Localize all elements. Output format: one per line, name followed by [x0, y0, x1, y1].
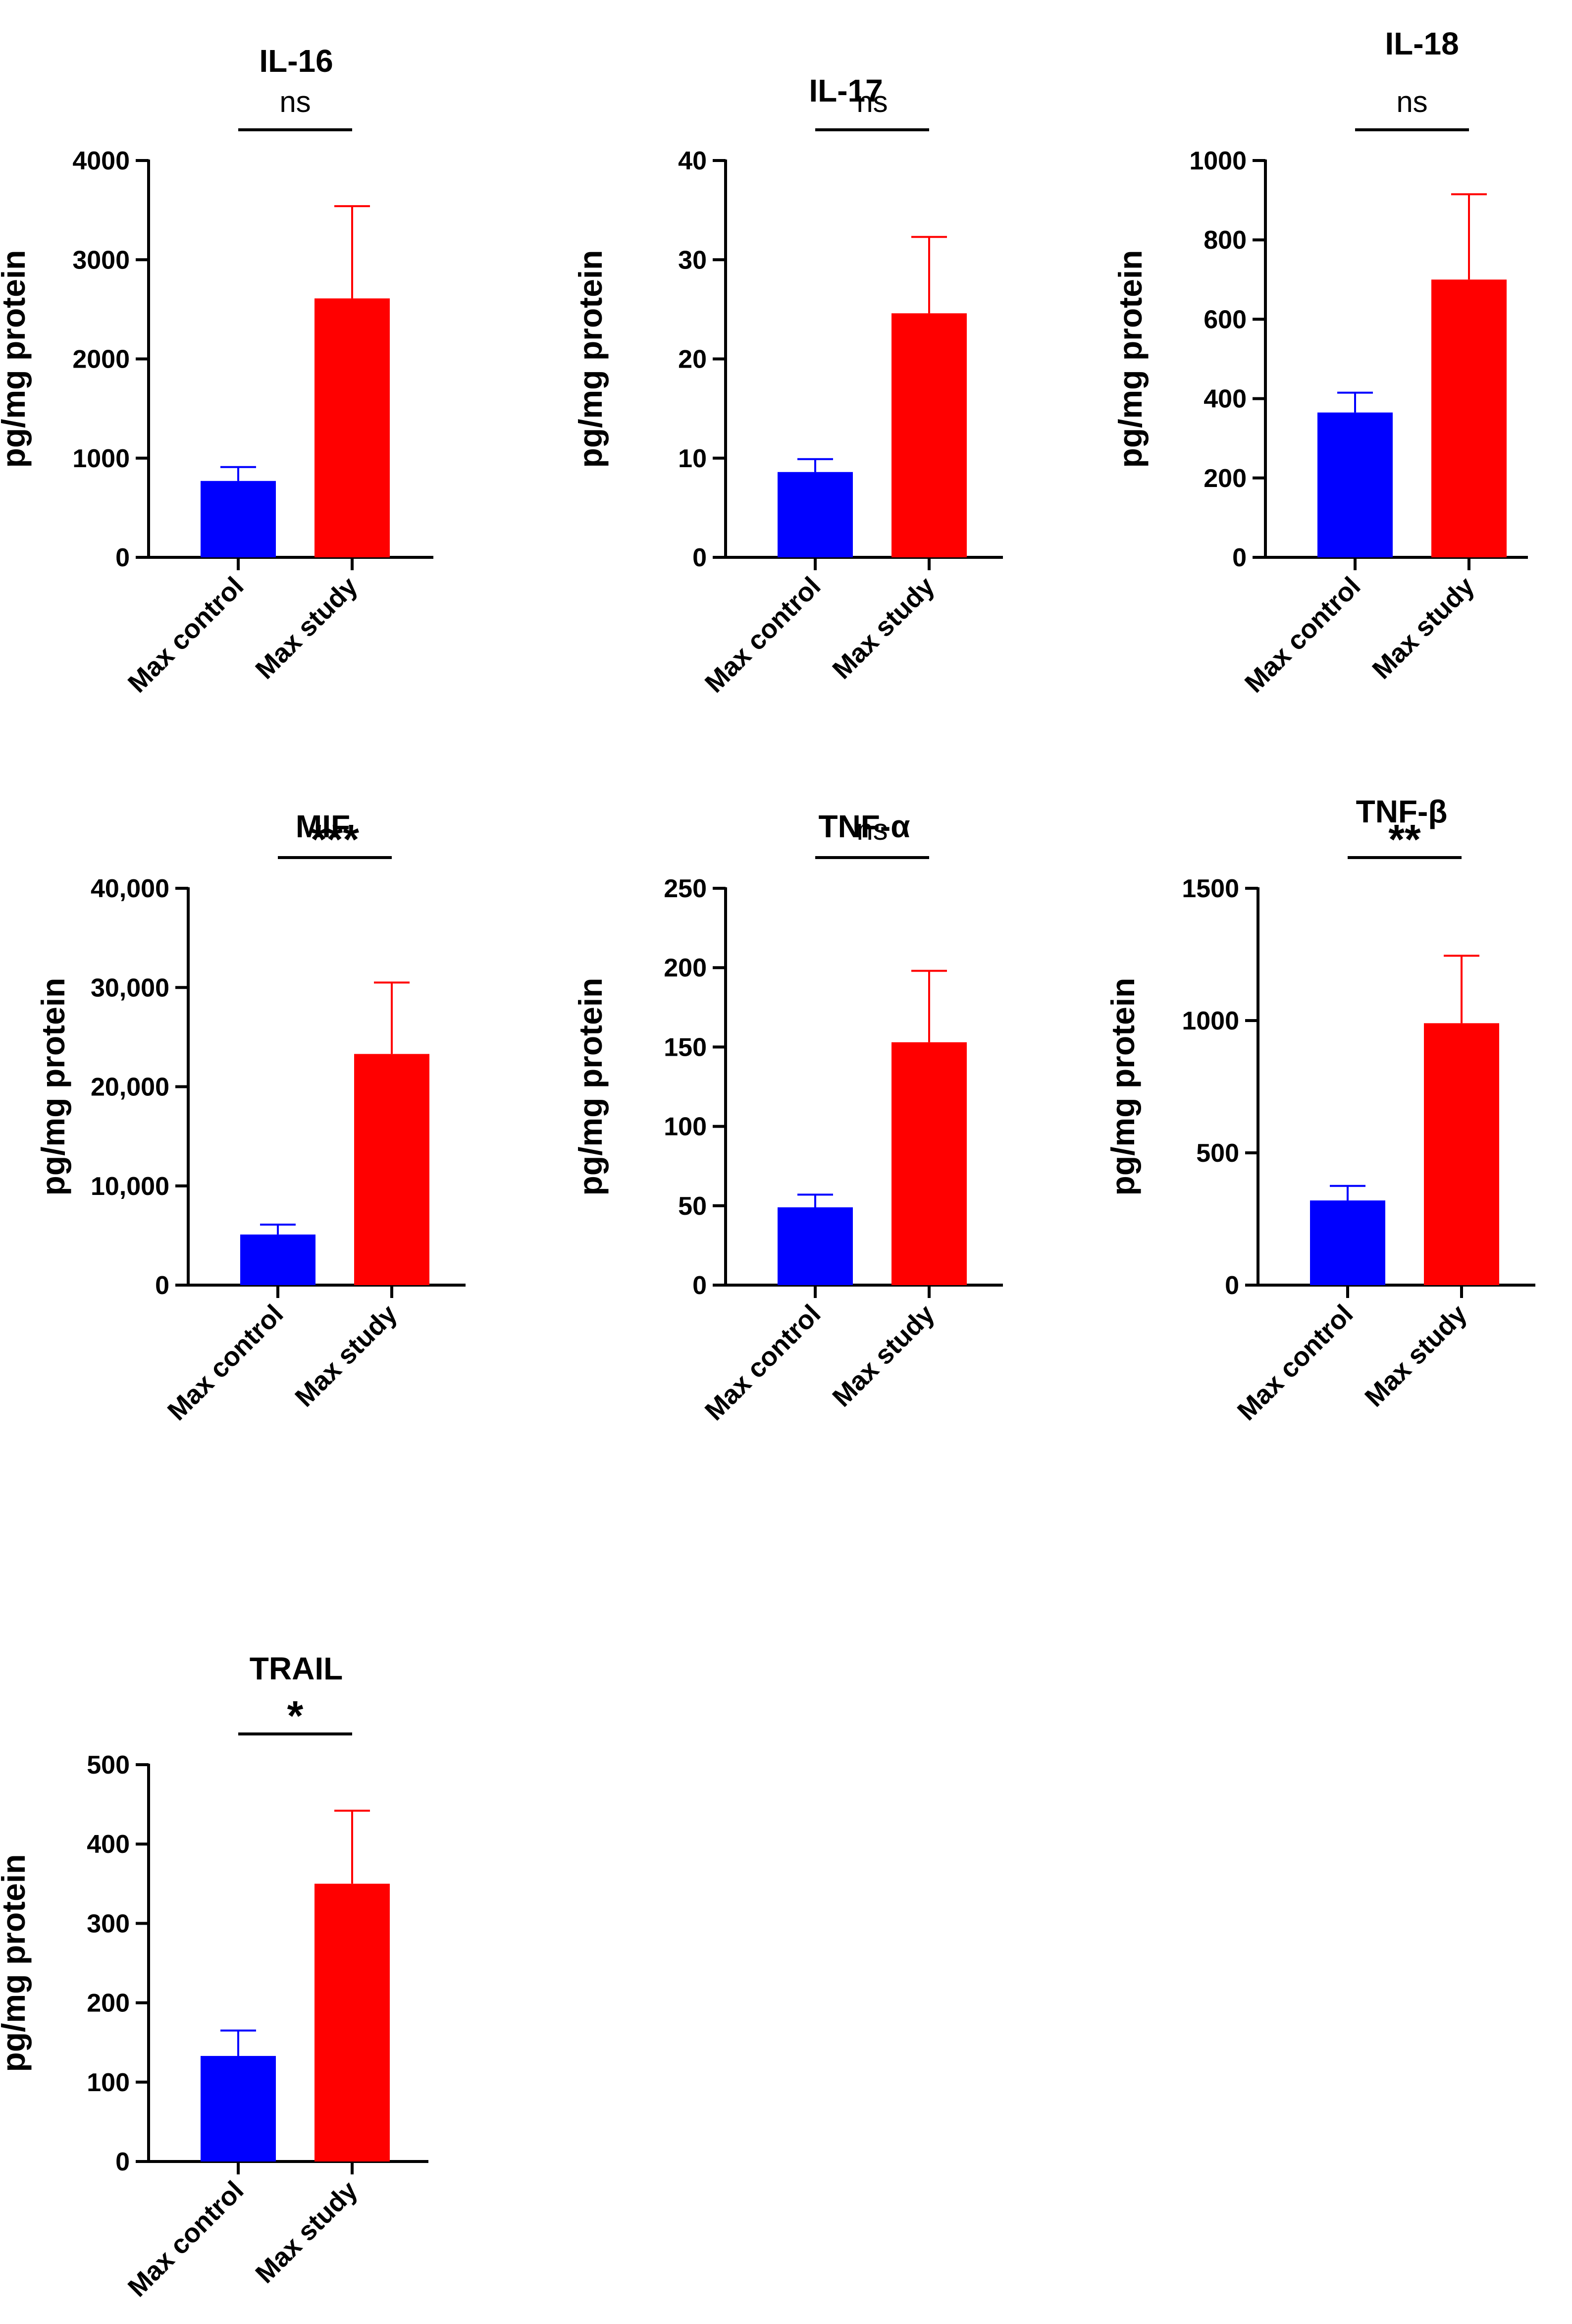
- category-label-study: Max study: [827, 571, 940, 685]
- significance-label: *: [287, 1692, 304, 1739]
- y-tick-label: 300: [87, 1909, 130, 1938]
- category-label-control: Max control: [1232, 1299, 1359, 1426]
- y-tick-label: 800: [1204, 226, 1247, 255]
- chart-title: TRAIL: [250, 1651, 343, 1686]
- significance-label: **: [1388, 816, 1421, 863]
- y-tick-label: 40: [678, 147, 707, 175]
- y-tick-label: 10: [678, 444, 707, 473]
- y-tick-label: 0: [692, 543, 707, 572]
- chart-panel: TNF-β pg/mg protein 0 500 1000 1500 Max contro…: [1104, 794, 1535, 1426]
- y-tick-label: 500: [1196, 1139, 1239, 1168]
- bar-max-control: [240, 1234, 315, 1285]
- y-tick-label: 1000: [1182, 1007, 1239, 1035]
- category-label-control: Max control: [1239, 571, 1366, 699]
- y-tick-label: 0: [1225, 1271, 1239, 1300]
- y-tick-label: 0: [115, 543, 130, 572]
- y-axis-label: pg/mg protein: [1104, 978, 1141, 1196]
- bar-max-study: [1431, 279, 1507, 557]
- bar-max-study: [354, 1054, 429, 1285]
- significance-label: ns: [856, 85, 888, 118]
- y-tick-label: 40,000: [91, 874, 169, 903]
- bar-max-control: [1310, 1200, 1385, 1285]
- category-label-control: Max control: [122, 571, 250, 699]
- y-tick-label: 0: [692, 1271, 707, 1300]
- category-label-control: Max control: [699, 1299, 827, 1426]
- y-tick-label: 100: [664, 1113, 707, 1141]
- y-tick-label: 500: [87, 1751, 130, 1780]
- chart-panel: IL-17 pg/mg protein 0 10 20 30 40 Max control Ma…: [572, 73, 1003, 699]
- significance-label: ns: [1396, 85, 1427, 118]
- category-label-control: Max control: [122, 2175, 250, 2303]
- y-tick-label: 1000: [1189, 147, 1247, 175]
- chart-panel: IL-16 pg/mg protein 0 1000 2000 3000 4000 Max c…: [0, 43, 433, 699]
- y-axis-label: pg/mg protein: [572, 978, 609, 1196]
- chart-title: IL-18: [1385, 26, 1459, 61]
- y-tick-label: 30: [678, 246, 707, 274]
- category-label-control: Max control: [162, 1299, 289, 1426]
- y-tick-label: 0: [1232, 543, 1247, 572]
- significance-label: ns: [279, 85, 311, 118]
- chart-panel: TRAIL pg/mg protein 0 100 200 300 400 500 Max co…: [0, 1651, 428, 2303]
- significance-label: ns: [856, 813, 888, 846]
- chart-panel: MIF pg/mg protein 0 10,000 20,000 30,000 40,00…: [35, 809, 466, 1426]
- y-tick-label: 100: [87, 2068, 130, 2097]
- bar-max-study: [314, 298, 390, 557]
- chart-title: MIF: [296, 809, 350, 844]
- category-label-control: Max control: [699, 571, 827, 699]
- y-tick-label: 400: [87, 1830, 130, 1859]
- y-axis-label: pg/mg protein: [1112, 250, 1149, 468]
- bar-max-control: [778, 1207, 853, 1285]
- y-tick-label: 30,000: [91, 973, 169, 1002]
- category-label-study: Max study: [1359, 1299, 1472, 1412]
- y-tick-label: 50: [678, 1192, 707, 1221]
- y-tick-label: 200: [87, 1989, 130, 2018]
- bar-max-control: [201, 2055, 276, 2162]
- y-tick-label: 1000: [72, 444, 130, 473]
- y-tick-label: 400: [1204, 385, 1247, 414]
- category-label-study: Max study: [1366, 571, 1480, 685]
- chart-title: IL-16: [259, 43, 333, 79]
- bar-max-study: [1424, 1023, 1499, 1285]
- y-axis-label: pg/mg protein: [0, 250, 32, 468]
- y-tick-label: 2000: [72, 345, 130, 374]
- y-tick-label: 20: [678, 345, 707, 374]
- bar-max-study: [314, 1884, 390, 2162]
- y-tick-label: 600: [1204, 305, 1247, 334]
- y-tick-label: 20,000: [91, 1073, 169, 1102]
- chart-title: TNF-α: [818, 809, 910, 844]
- y-tick-label: 3000: [72, 246, 130, 274]
- y-axis-label: pg/mg protein: [0, 1854, 32, 2072]
- y-tick-label: 200: [664, 954, 707, 982]
- bar-max-control: [201, 481, 276, 557]
- y-tick-label: 150: [664, 1033, 707, 1062]
- chart-panel: TNF-α pg/mg protein 0 50 100 150 200 250 Max con…: [572, 809, 1003, 1426]
- bar-max-control: [778, 472, 853, 557]
- category-label-study: Max study: [250, 2175, 363, 2289]
- category-label-study: Max study: [289, 1299, 403, 1412]
- y-tick-label: 0: [115, 2148, 130, 2176]
- y-axis-label: pg/mg protein: [35, 978, 71, 1196]
- y-tick-label: 200: [1204, 464, 1247, 493]
- chart-title: TNF-β: [1356, 794, 1448, 829]
- category-label-study: Max study: [250, 571, 363, 685]
- bar-max-study: [891, 1042, 967, 1285]
- y-tick-label: 250: [664, 874, 707, 903]
- significance-label: ***: [311, 816, 359, 863]
- y-tick-label: 10,000: [91, 1172, 169, 1201]
- y-tick-label: 1500: [1182, 874, 1239, 903]
- y-axis-label: pg/mg protein: [572, 250, 609, 468]
- bar-max-study: [891, 313, 967, 557]
- chart-panel: IL-18 pg/mg protein 0 200 400 600 800 1000 Max c…: [1112, 26, 1528, 699]
- category-label-study: Max study: [827, 1299, 940, 1412]
- chart-title: IL-17: [809, 73, 883, 108]
- y-tick-label: 4000: [72, 147, 130, 175]
- bar-max-control: [1317, 412, 1393, 557]
- y-tick-label: 0: [155, 1271, 169, 1300]
